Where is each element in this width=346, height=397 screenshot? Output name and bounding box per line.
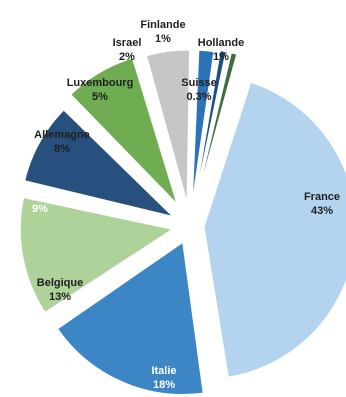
label-espagne: Espagne 9% [17,189,63,215]
label-percent: 0.3% [186,91,211,103]
label-finlande: Finlande 1% [140,19,185,45]
label-name: France [304,191,340,203]
label-percent: 1% [155,33,171,45]
label-name: Hollande [198,37,244,49]
label-name: Luxembourg [67,77,134,89]
label-luxembourg: Luxembourg 5% [67,77,134,103]
label-percent: 2% [119,51,135,63]
label-suisse: Suisse 0.3% [181,77,216,103]
slice-israel [191,49,215,203]
label-percent: 43% [311,205,333,217]
slice-luxembourg [145,49,191,203]
pie-slices [19,49,346,395]
label-name: Israel [113,37,142,49]
slice-espagne [24,109,175,218]
label-name: Espagne [17,189,63,201]
slice-france [203,81,346,378]
slice-finlande [194,50,227,201]
label-allemagne: Allemagne 8% [34,129,90,155]
label-name: Suisse [181,77,216,89]
label-israel: Israel 2% [113,37,142,63]
slice-italie [56,241,204,395]
label-france: France 43% [304,191,340,217]
label-percent: 9% [32,203,48,215]
label-percent: 5% [92,91,108,103]
label-percent: 18% [153,379,175,391]
label-name: Italie [151,365,176,377]
slice-belgique [19,196,174,314]
label-name: Belgique [37,277,83,289]
label-name: Finlande [140,19,185,31]
slice-allemagne [70,57,178,204]
label-belgique: Belgique 13% [37,277,83,303]
pie-labels: France 43% Italie 18% Belgique 13% Espagne 9% Al… [17,19,340,391]
label-percent: 1% [213,51,229,63]
label-percent: 8% [54,143,70,155]
label-hollande: Hollande 1% [198,37,244,63]
label-percent: 13% [49,291,71,303]
label-name: Allemagne [34,129,90,141]
slice-hollande [195,52,238,201]
label-italie: Italie 18% [151,365,176,391]
slice-suisse [192,68,239,215]
